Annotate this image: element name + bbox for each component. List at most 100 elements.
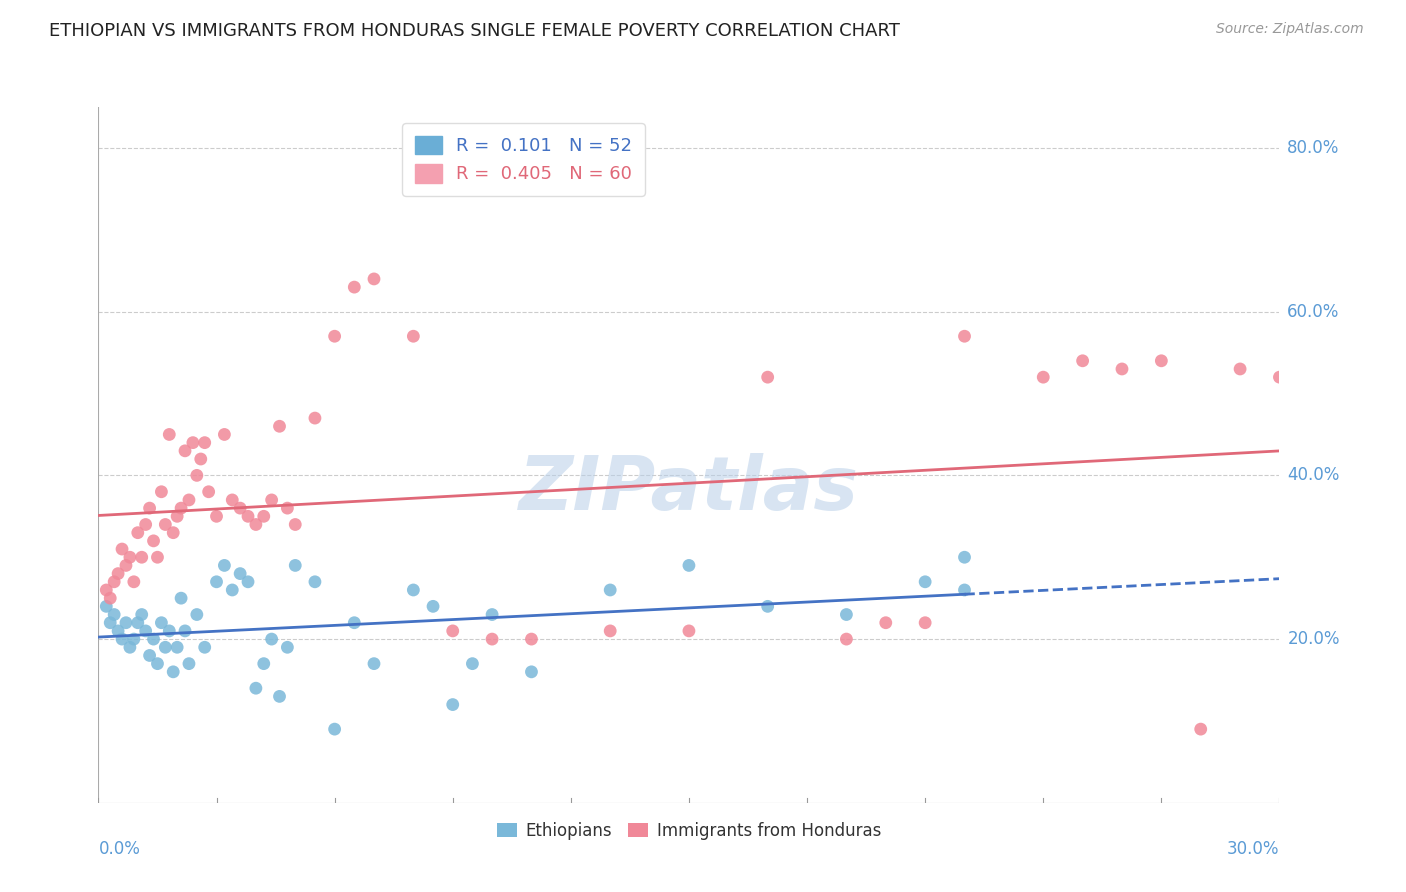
Point <box>194 435 217 450</box>
Point <box>98 591 121 606</box>
Point <box>402 329 425 343</box>
Text: 60.0%: 60.0% <box>1288 302 1340 321</box>
Point <box>155 517 177 532</box>
Point <box>146 657 169 671</box>
Legend: Ethiopians, Immigrants from Honduras: Ethiopians, Immigrants from Honduras <box>491 815 887 847</box>
Point <box>343 615 366 630</box>
Point <box>177 657 200 671</box>
Point <box>122 632 145 646</box>
Point <box>363 657 385 671</box>
Point <box>96 582 118 597</box>
Point <box>221 492 243 507</box>
Point <box>174 443 197 458</box>
Point <box>150 484 173 499</box>
Point <box>205 509 228 524</box>
Point <box>138 648 160 663</box>
Point <box>162 665 184 679</box>
Point <box>111 632 134 646</box>
Point <box>756 370 779 384</box>
Point <box>236 509 259 524</box>
Point <box>363 272 385 286</box>
Point <box>186 468 208 483</box>
Point <box>953 582 976 597</box>
Point <box>441 698 464 712</box>
Point <box>174 624 197 638</box>
Point <box>269 419 291 434</box>
Point <box>115 615 138 630</box>
Point <box>127 525 149 540</box>
Point <box>520 632 543 646</box>
Point <box>269 690 291 704</box>
Point <box>190 452 212 467</box>
Point <box>150 615 173 630</box>
Point <box>162 525 184 540</box>
Point <box>115 558 138 573</box>
Point <box>186 607 208 622</box>
Point <box>135 624 157 638</box>
Point <box>221 582 243 597</box>
Point <box>142 632 165 646</box>
Point <box>1071 353 1094 368</box>
Point <box>875 615 897 630</box>
Point <box>441 624 464 638</box>
Point <box>422 599 444 614</box>
Point <box>127 615 149 630</box>
Point <box>142 533 165 548</box>
Point <box>914 574 936 589</box>
Point <box>197 484 219 499</box>
Point <box>146 550 169 565</box>
Point <box>155 640 177 655</box>
Text: 80.0%: 80.0% <box>1288 139 1340 157</box>
Point <box>245 517 267 532</box>
Point <box>953 550 976 565</box>
Point <box>260 632 283 646</box>
Point <box>194 640 217 655</box>
Point <box>323 329 346 343</box>
Point <box>131 550 153 565</box>
Point <box>138 501 160 516</box>
Point <box>481 607 503 622</box>
Point <box>343 280 366 294</box>
Point <box>107 624 129 638</box>
Text: 0.0%: 0.0% <box>98 839 141 857</box>
Point <box>107 566 129 581</box>
Point <box>1189 722 1212 736</box>
Point <box>304 411 326 425</box>
Point <box>131 607 153 622</box>
Point <box>98 615 121 630</box>
Text: 20.0%: 20.0% <box>1288 630 1340 648</box>
Point <box>214 558 236 573</box>
Point <box>96 599 118 614</box>
Point <box>170 591 193 606</box>
Point <box>122 574 145 589</box>
Text: 40.0%: 40.0% <box>1288 467 1340 484</box>
Point <box>304 574 326 589</box>
Point <box>835 607 858 622</box>
Point <box>135 517 157 532</box>
Point <box>229 501 252 516</box>
Point <box>481 632 503 646</box>
Point <box>276 501 298 516</box>
Point <box>111 542 134 557</box>
Point <box>914 615 936 630</box>
Point <box>276 640 298 655</box>
Text: Source: ZipAtlas.com: Source: ZipAtlas.com <box>1216 22 1364 37</box>
Point <box>236 574 259 589</box>
Point <box>284 517 307 532</box>
Point <box>1150 353 1173 368</box>
Point <box>205 574 228 589</box>
Text: ETHIOPIAN VS IMMIGRANTS FROM HONDURAS SINGLE FEMALE POVERTY CORRELATION CHART: ETHIOPIAN VS IMMIGRANTS FROM HONDURAS SI… <box>49 22 900 40</box>
Point <box>253 509 276 524</box>
Point <box>214 427 236 442</box>
Point <box>520 665 543 679</box>
Point <box>599 582 621 597</box>
Point <box>157 624 180 638</box>
Point <box>253 657 276 671</box>
Point <box>103 574 125 589</box>
Text: ZIPatlas: ZIPatlas <box>519 453 859 526</box>
Point <box>756 599 779 614</box>
Point <box>103 607 125 622</box>
Point <box>157 427 180 442</box>
Point <box>170 501 193 516</box>
Point <box>260 492 283 507</box>
